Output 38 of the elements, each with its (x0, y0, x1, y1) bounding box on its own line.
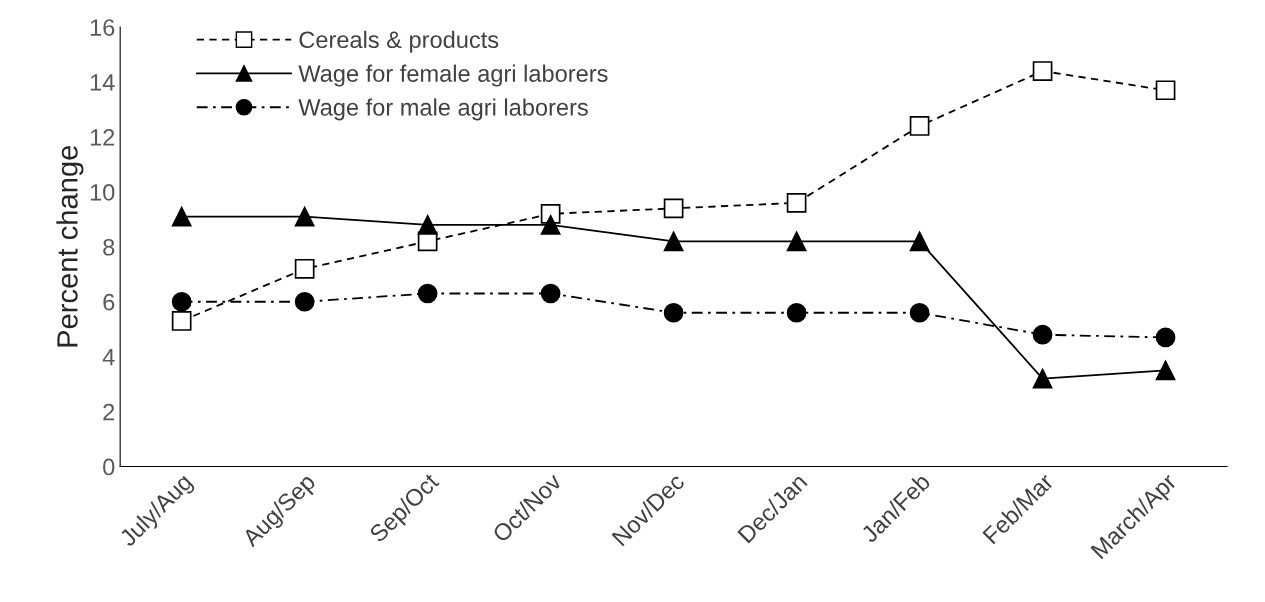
point (663, 198, 684, 219)
point (171, 291, 192, 312)
point (786, 302, 807, 323)
point (786, 193, 807, 213)
legend-label: Wage for female agri laborers (298, 64, 608, 87)
y-tick-label: 6 (103, 293, 115, 311)
point (171, 206, 192, 227)
y-tick-label: 16 (90, 19, 115, 36)
point (909, 116, 930, 136)
point (1032, 324, 1053, 345)
y-tick-label: 0 (103, 458, 115, 476)
y-axis-title: Percent change (56, 145, 84, 347)
point (294, 291, 315, 312)
y-tick-label: 14 (90, 74, 115, 91)
point (417, 283, 438, 304)
y-tick-label: 8 (103, 238, 115, 256)
point (786, 231, 807, 252)
point (909, 231, 930, 252)
point (1155, 80, 1176, 101)
point (663, 231, 684, 252)
point (294, 206, 315, 227)
point (540, 283, 561, 304)
point (540, 214, 561, 235)
legend-label: Cereals & products (299, 30, 499, 53)
y-tick-label: 10 (90, 183, 115, 201)
legend-label: Wage for male agri laborers (298, 98, 588, 121)
y-tick-label: 4 (102, 349, 115, 366)
y-tick-label: 12 (90, 129, 115, 146)
point (294, 258, 315, 279)
point (1155, 327, 1176, 348)
y-tick-label: 2 (103, 403, 115, 421)
point (663, 302, 684, 323)
point (171, 311, 192, 331)
point (909, 302, 930, 323)
point (1155, 360, 1176, 381)
point (1032, 368, 1053, 389)
point (1032, 61, 1053, 81)
point (417, 214, 438, 235)
